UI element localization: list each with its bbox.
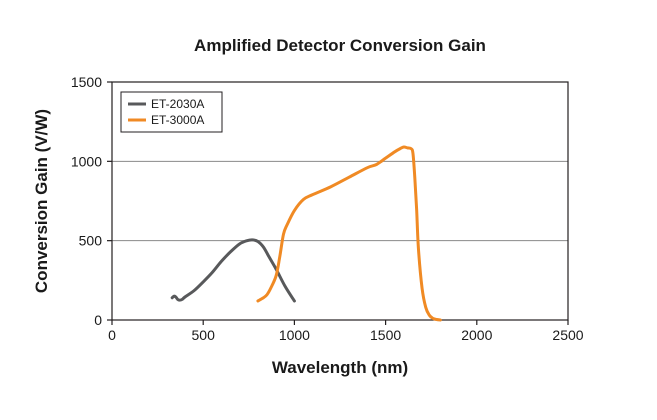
y-axis-label: Conversion Gain (V/W) <box>32 109 51 293</box>
gridlines <box>112 160 568 242</box>
y-tick-label: 0 <box>94 312 102 328</box>
x-tick-label: 500 <box>192 327 216 343</box>
x-tick-label: 2000 <box>461 327 492 343</box>
y-tick-label: 1500 <box>71 74 102 90</box>
legend-label: ET-2030A <box>151 97 204 111</box>
chart-title: Amplified Detector Conversion Gain <box>194 36 486 55</box>
legend-box <box>120 91 223 133</box>
x-tick-label: 0 <box>108 327 116 343</box>
series-line-et-3000a <box>256 145 442 322</box>
x-tick-label: 1500 <box>370 327 401 343</box>
x-tick-label: 1000 <box>279 327 310 343</box>
x-tick-label: 2500 <box>552 327 583 343</box>
legend-label: ET-3000A <box>151 113 204 127</box>
y-tick-label: 500 <box>79 233 103 249</box>
legend: ET-2030A ET-3000A <box>120 91 223 133</box>
x-axis-label: Wavelength (nm) <box>272 358 408 377</box>
y-tick-label: 1000 <box>71 153 102 169</box>
y-axis-ticks: 0 500 1000 1500 <box>71 74 112 328</box>
series-layer <box>170 145 442 322</box>
plot-area <box>111 81 569 321</box>
series-line-et-2030a <box>170 238 296 303</box>
x-axis-ticks: 0 500 1000 1500 2000 2500 <box>108 320 584 343</box>
